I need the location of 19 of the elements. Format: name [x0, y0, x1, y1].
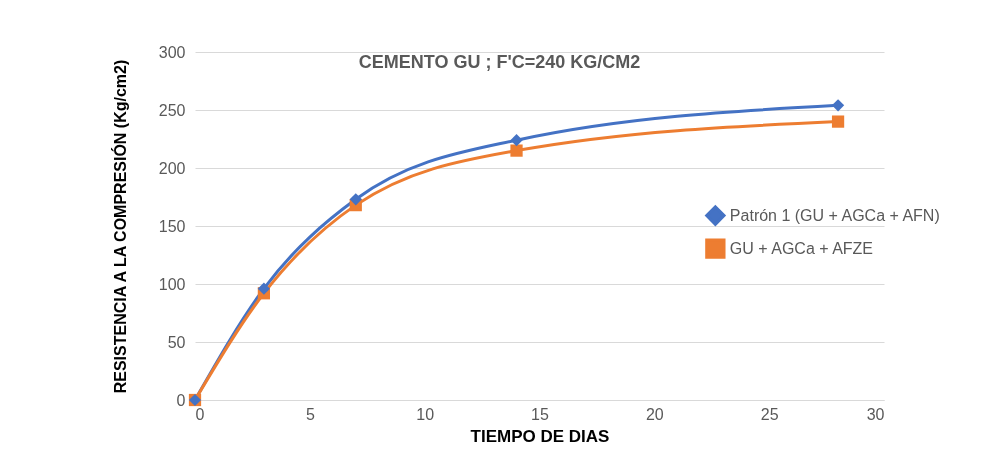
x-tick-label: 5: [305, 405, 315, 423]
y-tick-label: 200: [158, 159, 186, 177]
y-tick-label: 250: [158, 101, 186, 119]
y-tick-label: 50: [167, 333, 186, 351]
y-tick-label: 150: [158, 217, 186, 235]
x-axis-title: TIEMPO DE DIAS: [470, 426, 610, 446]
y-tick-label: 300: [158, 43, 186, 61]
y-axis-title: RESISTENCIA A LA COMPRESIÓN (Kg/cm2): [110, 59, 129, 394]
legend-label: GU + AGCa + AFZE: [729, 239, 874, 257]
legend-label: Patrón 1 (GU + AGCa + AFN): [729, 206, 940, 224]
y-tick-label: 100: [158, 275, 186, 293]
x-tick-label: 25: [760, 405, 779, 423]
x-tick-label: 20: [645, 405, 664, 423]
chart-title: CEMENTO GU ; F'C=240 KG/CM2: [358, 52, 641, 72]
x-tick-label: 0: [195, 405, 205, 423]
x-tick-label: 15: [531, 405, 549, 423]
x-tick-label: 10: [416, 405, 435, 423]
y-tick-label: 0: [176, 391, 186, 409]
x-tick-label: 30: [866, 405, 885, 423]
